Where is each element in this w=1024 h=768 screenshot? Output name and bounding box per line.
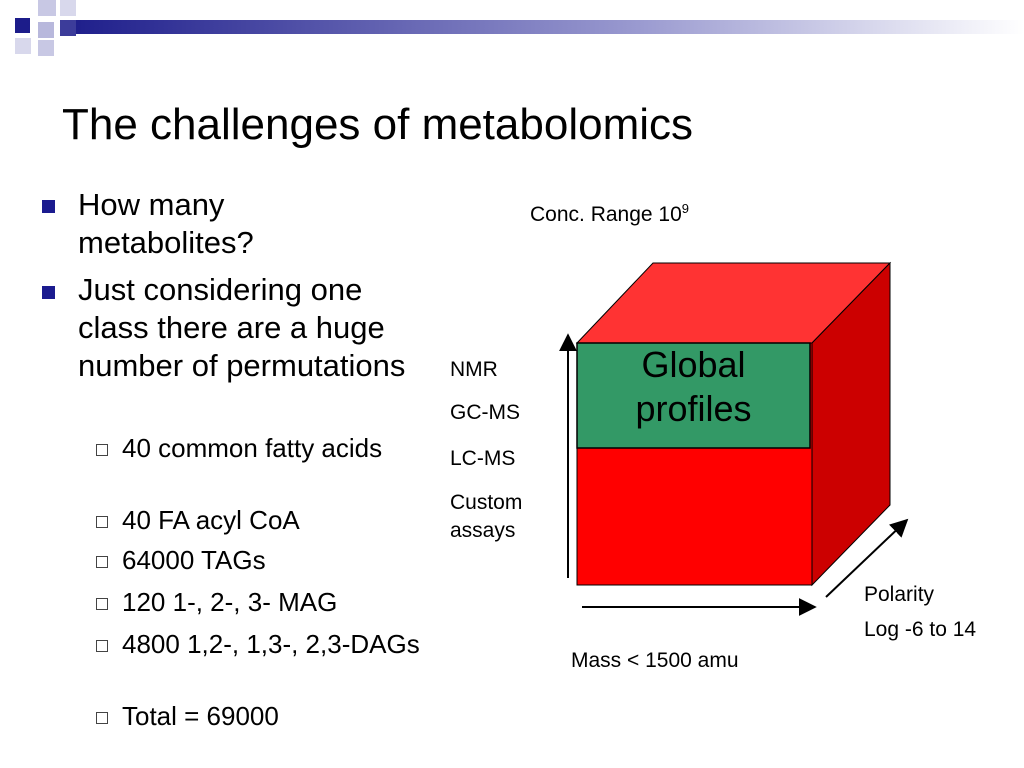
header-square xyxy=(38,22,54,38)
conc-range-exponent: 9 xyxy=(681,201,690,216)
header-decoration xyxy=(15,0,1024,56)
header-gradient-bar xyxy=(60,20,1024,34)
sub-bullet-item: 64000 TAGs xyxy=(122,545,266,575)
header-square xyxy=(38,0,56,16)
global-profiles-box xyxy=(576,342,811,449)
slide-title: The challenges of metabolomics xyxy=(62,100,693,149)
sub-bullet-marker-icon xyxy=(96,598,108,610)
global-profiles-label: Global profiles xyxy=(577,343,810,448)
technique-label: LC-MS xyxy=(450,447,516,470)
polarity-label: Polarity xyxy=(864,583,935,606)
sub-bullet-marker-icon xyxy=(96,444,108,456)
bullet-marker-icon xyxy=(42,286,55,299)
conc-range-label: Conc. Range 109 xyxy=(530,196,689,228)
global-profiles-line: Global xyxy=(641,344,746,385)
header-square xyxy=(60,20,76,36)
conc-range-text: Conc. Range 10 xyxy=(530,203,682,226)
sub-bullet-item: 120 1-, 2-, 3- MAG xyxy=(122,587,338,617)
bullet-marker-icon xyxy=(42,200,55,213)
depth-axis-arrow xyxy=(825,518,909,598)
sub-bullet-item: Total = 69000 xyxy=(122,701,279,731)
bullet-item: Just considering one class there are a h… xyxy=(78,272,406,383)
technique-label: NMR xyxy=(450,358,498,381)
header-square xyxy=(15,38,31,54)
header-square xyxy=(38,40,54,56)
sub-bullet-marker-icon xyxy=(96,516,108,528)
header-square xyxy=(15,18,30,33)
sub-bullet-item: 4800 1,2-, 1,3-, 2,3-DAGs xyxy=(122,629,420,659)
technique-label: Custom assays xyxy=(450,491,523,542)
global-profiles-line: profiles xyxy=(635,388,752,429)
sub-bullet-item: 40 FA acyl CoA xyxy=(122,505,300,535)
header-square xyxy=(60,0,76,16)
sub-bullet-marker-icon xyxy=(96,556,108,568)
technique-label: GC-MS xyxy=(450,401,520,424)
polarity-range-label: Log -6 to 14 xyxy=(864,618,977,641)
bullet-item: How many metabolites? xyxy=(78,187,254,260)
sub-bullet-marker-icon xyxy=(96,640,108,652)
sub-bullet-item: 40 common fatty acids xyxy=(122,433,383,463)
mass-label: Mass < 1500 amu xyxy=(571,649,739,672)
sub-bullet-marker-icon xyxy=(96,712,108,724)
